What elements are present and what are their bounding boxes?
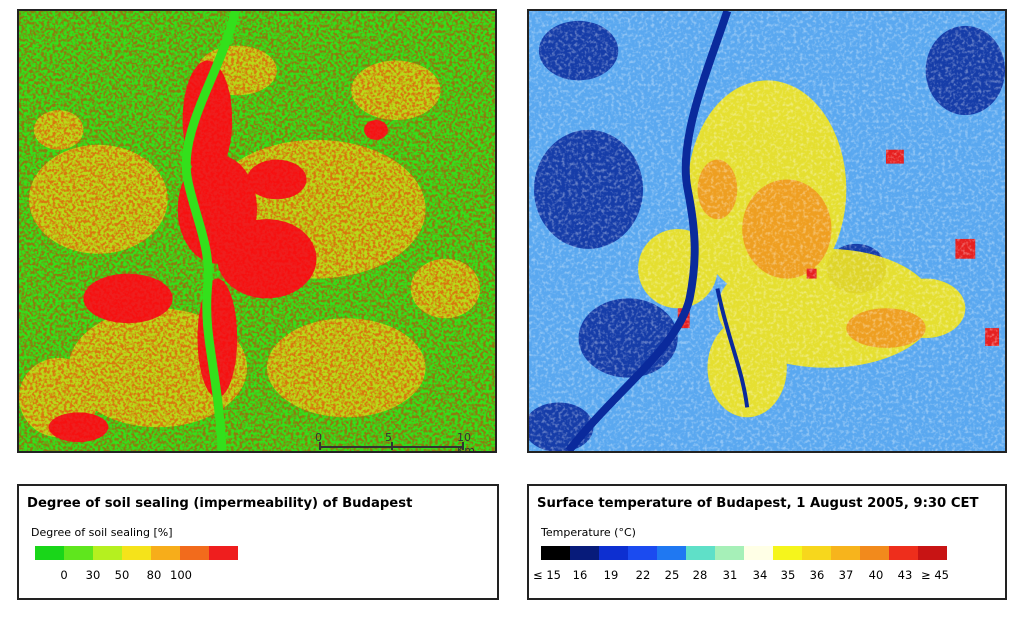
- color-swatch: [686, 546, 715, 560]
- soil-sealing-map: 0 5 10 Km: [17, 9, 497, 453]
- color-swatch: [918, 546, 947, 560]
- color-swatch: [831, 546, 860, 560]
- scale-tick-label: 50: [114, 568, 130, 582]
- color-swatch: [93, 546, 122, 560]
- scale-tick: [319, 442, 321, 450]
- color-swatch: [64, 546, 93, 560]
- scale-label-10: 10 Km: [457, 431, 475, 453]
- scale-tick-label: 16: [572, 568, 588, 582]
- scale-bar: 0 5 10 Km: [315, 431, 489, 453]
- scale-tick-label: 80: [146, 568, 162, 582]
- scale-tick-label: 35: [780, 568, 796, 582]
- scale-tick-label: 43: [897, 568, 913, 582]
- legend-subtitle: Degree of soil sealing [%]: [31, 526, 173, 539]
- color-scale: [541, 546, 947, 560]
- color-swatch: [889, 546, 918, 560]
- scale-tick-label: 100: [170, 568, 192, 582]
- scale-tick-label: 22: [635, 568, 651, 582]
- color-swatch: [570, 546, 599, 560]
- river-branch: [715, 288, 750, 408]
- scale-tick: [462, 442, 464, 450]
- scale-ticks: 0 30 50 80 100: [19, 568, 497, 584]
- color-swatch: [773, 546, 802, 560]
- color-swatch: [35, 546, 64, 560]
- legend-title: Degree of soil sealing (impermeability) …: [27, 496, 413, 511]
- scale-tick-label: ≥ 45: [921, 568, 949, 582]
- soil-sealing-raster: [19, 11, 495, 451]
- color-swatch: [860, 546, 889, 560]
- color-swatch: [657, 546, 686, 560]
- soil-sealing-legend: Degree of soil sealing (impermeability) …: [17, 484, 499, 600]
- scale-tick-label: ≤ 15: [533, 568, 561, 582]
- color-swatch: [599, 546, 628, 560]
- danube-river: [181, 11, 240, 451]
- scale-tick-label: 0: [60, 568, 68, 582]
- scale-tick-label: 19: [603, 568, 619, 582]
- color-swatch: [151, 546, 180, 560]
- surface-temperature-map: [527, 9, 1007, 453]
- scale-tick-label: 28: [692, 568, 708, 582]
- color-swatch: [744, 546, 773, 560]
- temperature-legend: Surface temperature of Budapest, 1 Augus…: [527, 484, 1007, 600]
- danube-river: [565, 11, 732, 451]
- scale-label-5: 5: [385, 431, 392, 444]
- scale-tick-label: 34: [752, 568, 768, 582]
- scale-tick-label: 37: [838, 568, 854, 582]
- color-swatch: [715, 546, 744, 560]
- temperature-raster: [529, 11, 1005, 451]
- legend-title: Surface temperature of Budapest, 1 Augus…: [537, 496, 979, 511]
- scale-tick-label: 31: [722, 568, 738, 582]
- scale-tick: [391, 442, 393, 450]
- scale-tick-label: 40: [868, 568, 884, 582]
- scale-tick-label: 25: [664, 568, 680, 582]
- scale-tick-label: 30: [85, 568, 101, 582]
- color-swatch: [122, 546, 151, 560]
- color-swatch: [802, 546, 831, 560]
- color-swatch: [209, 546, 238, 560]
- scale-tick-label: 36: [809, 568, 825, 582]
- color-swatch: [628, 546, 657, 560]
- color-swatch: [541, 546, 570, 560]
- scale-label-0: 0: [315, 431, 322, 444]
- scale-ticks: ≤ 15 16 19 22 25 28 31 34 35 36 37 40 43 ≥ 45: [529, 568, 1005, 584]
- color-swatch: [180, 546, 209, 560]
- color-scale: [35, 546, 238, 560]
- legend-subtitle: Temperature (°C): [541, 526, 636, 539]
